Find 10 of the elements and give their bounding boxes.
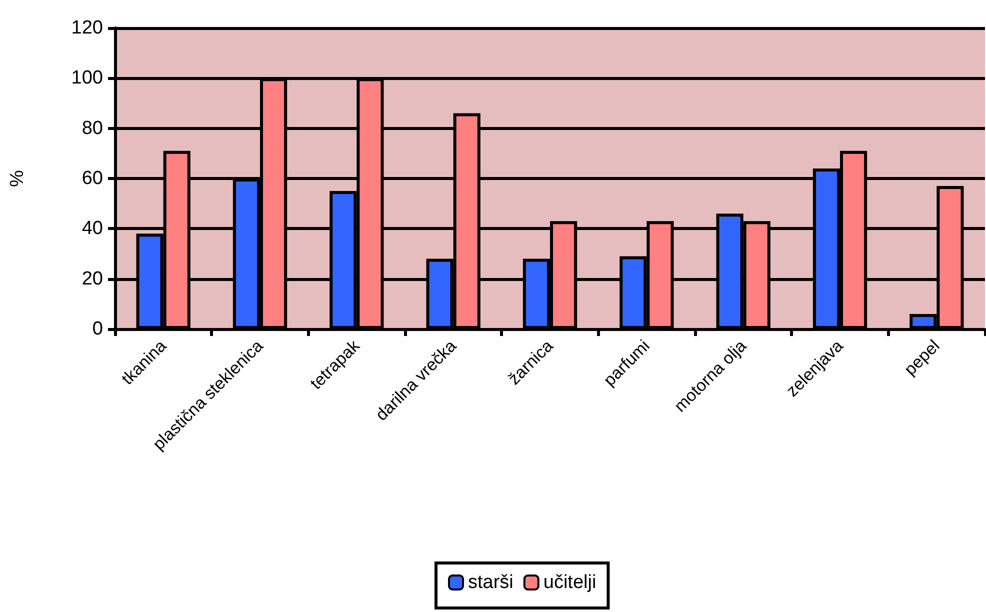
y-tick-label: 40 [82, 218, 103, 240]
y-tick-label: 80 [82, 118, 103, 139]
y-tick-label: 0 [92, 318, 103, 340]
y-tick-label: 120 [71, 18, 103, 38]
y-tick-label: 100 [71, 68, 103, 89]
y-axis-title: % [7, 170, 28, 187]
y-tick-label: 60 [82, 168, 103, 189]
legend-label: učitelji [543, 572, 596, 593]
y-tick-label: 20 [82, 268, 103, 290]
legend-label: starši [468, 572, 514, 593]
